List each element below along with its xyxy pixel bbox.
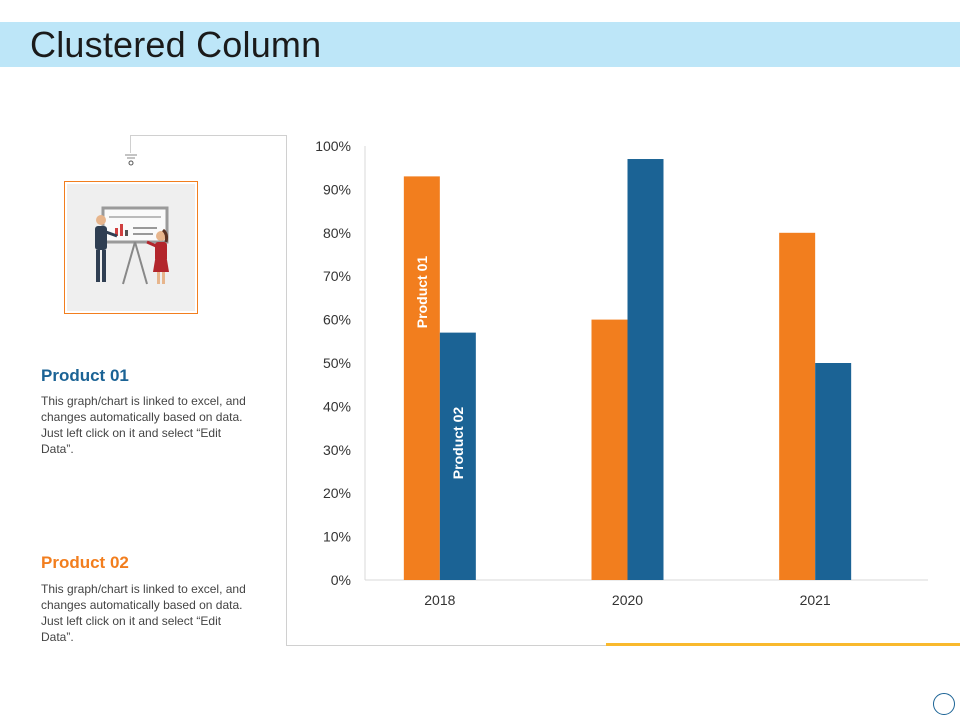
page-title: Clustered Column bbox=[30, 24, 322, 65]
bar-data-label: Product 02 bbox=[450, 407, 466, 480]
y-tick-label: 50% bbox=[323, 355, 351, 371]
y-tick-label: 30% bbox=[323, 442, 351, 458]
product-01-description: This graph/chart is linked to excel, and… bbox=[41, 394, 246, 456]
frame-line-stub bbox=[130, 135, 131, 153]
illustration-frame bbox=[64, 181, 198, 314]
hook-icon bbox=[125, 154, 137, 166]
bar-2021-series-2 bbox=[815, 363, 852, 580]
y-tick-label: 60% bbox=[323, 312, 351, 328]
accent-line bbox=[606, 643, 960, 646]
x-tick-label: 2020 bbox=[612, 592, 643, 608]
frame-line-vertical bbox=[286, 135, 287, 646]
bar-2021-series-1 bbox=[779, 232, 816, 581]
product-02-description: This graph/chart is linked to excel, and… bbox=[41, 582, 246, 644]
bar-data-label: Product 01 bbox=[414, 256, 430, 329]
title-bar bbox=[0, 22, 960, 67]
circle-icon bbox=[933, 693, 955, 715]
y-tick-label: 40% bbox=[323, 398, 351, 414]
bar-2020-series-1 bbox=[591, 319, 628, 580]
product-01-title: Product 01 bbox=[41, 366, 129, 385]
y-tick-label: 90% bbox=[323, 181, 351, 197]
x-tick-label: 2021 bbox=[800, 592, 831, 608]
y-tick-label: 0% bbox=[331, 572, 351, 588]
bar-2018-series-2 bbox=[439, 332, 476, 580]
y-tick-label: 10% bbox=[323, 529, 351, 545]
illustration-background bbox=[67, 184, 195, 311]
y-tick-label: 100% bbox=[315, 138, 351, 154]
frame-line-top bbox=[130, 135, 286, 136]
bar-2020-series-2 bbox=[627, 159, 664, 580]
bar-2018-series-1 bbox=[403, 176, 440, 580]
product-02-title: Product 02 bbox=[41, 553, 129, 572]
x-tick-label: 2018 bbox=[424, 592, 455, 608]
y-tick-label: 20% bbox=[323, 485, 351, 501]
y-tick-label: 80% bbox=[323, 225, 351, 241]
y-tick-label: 70% bbox=[323, 268, 351, 284]
presentation-people-illustration-icon bbox=[95, 206, 169, 285]
frame-line-bottom bbox=[286, 645, 606, 646]
